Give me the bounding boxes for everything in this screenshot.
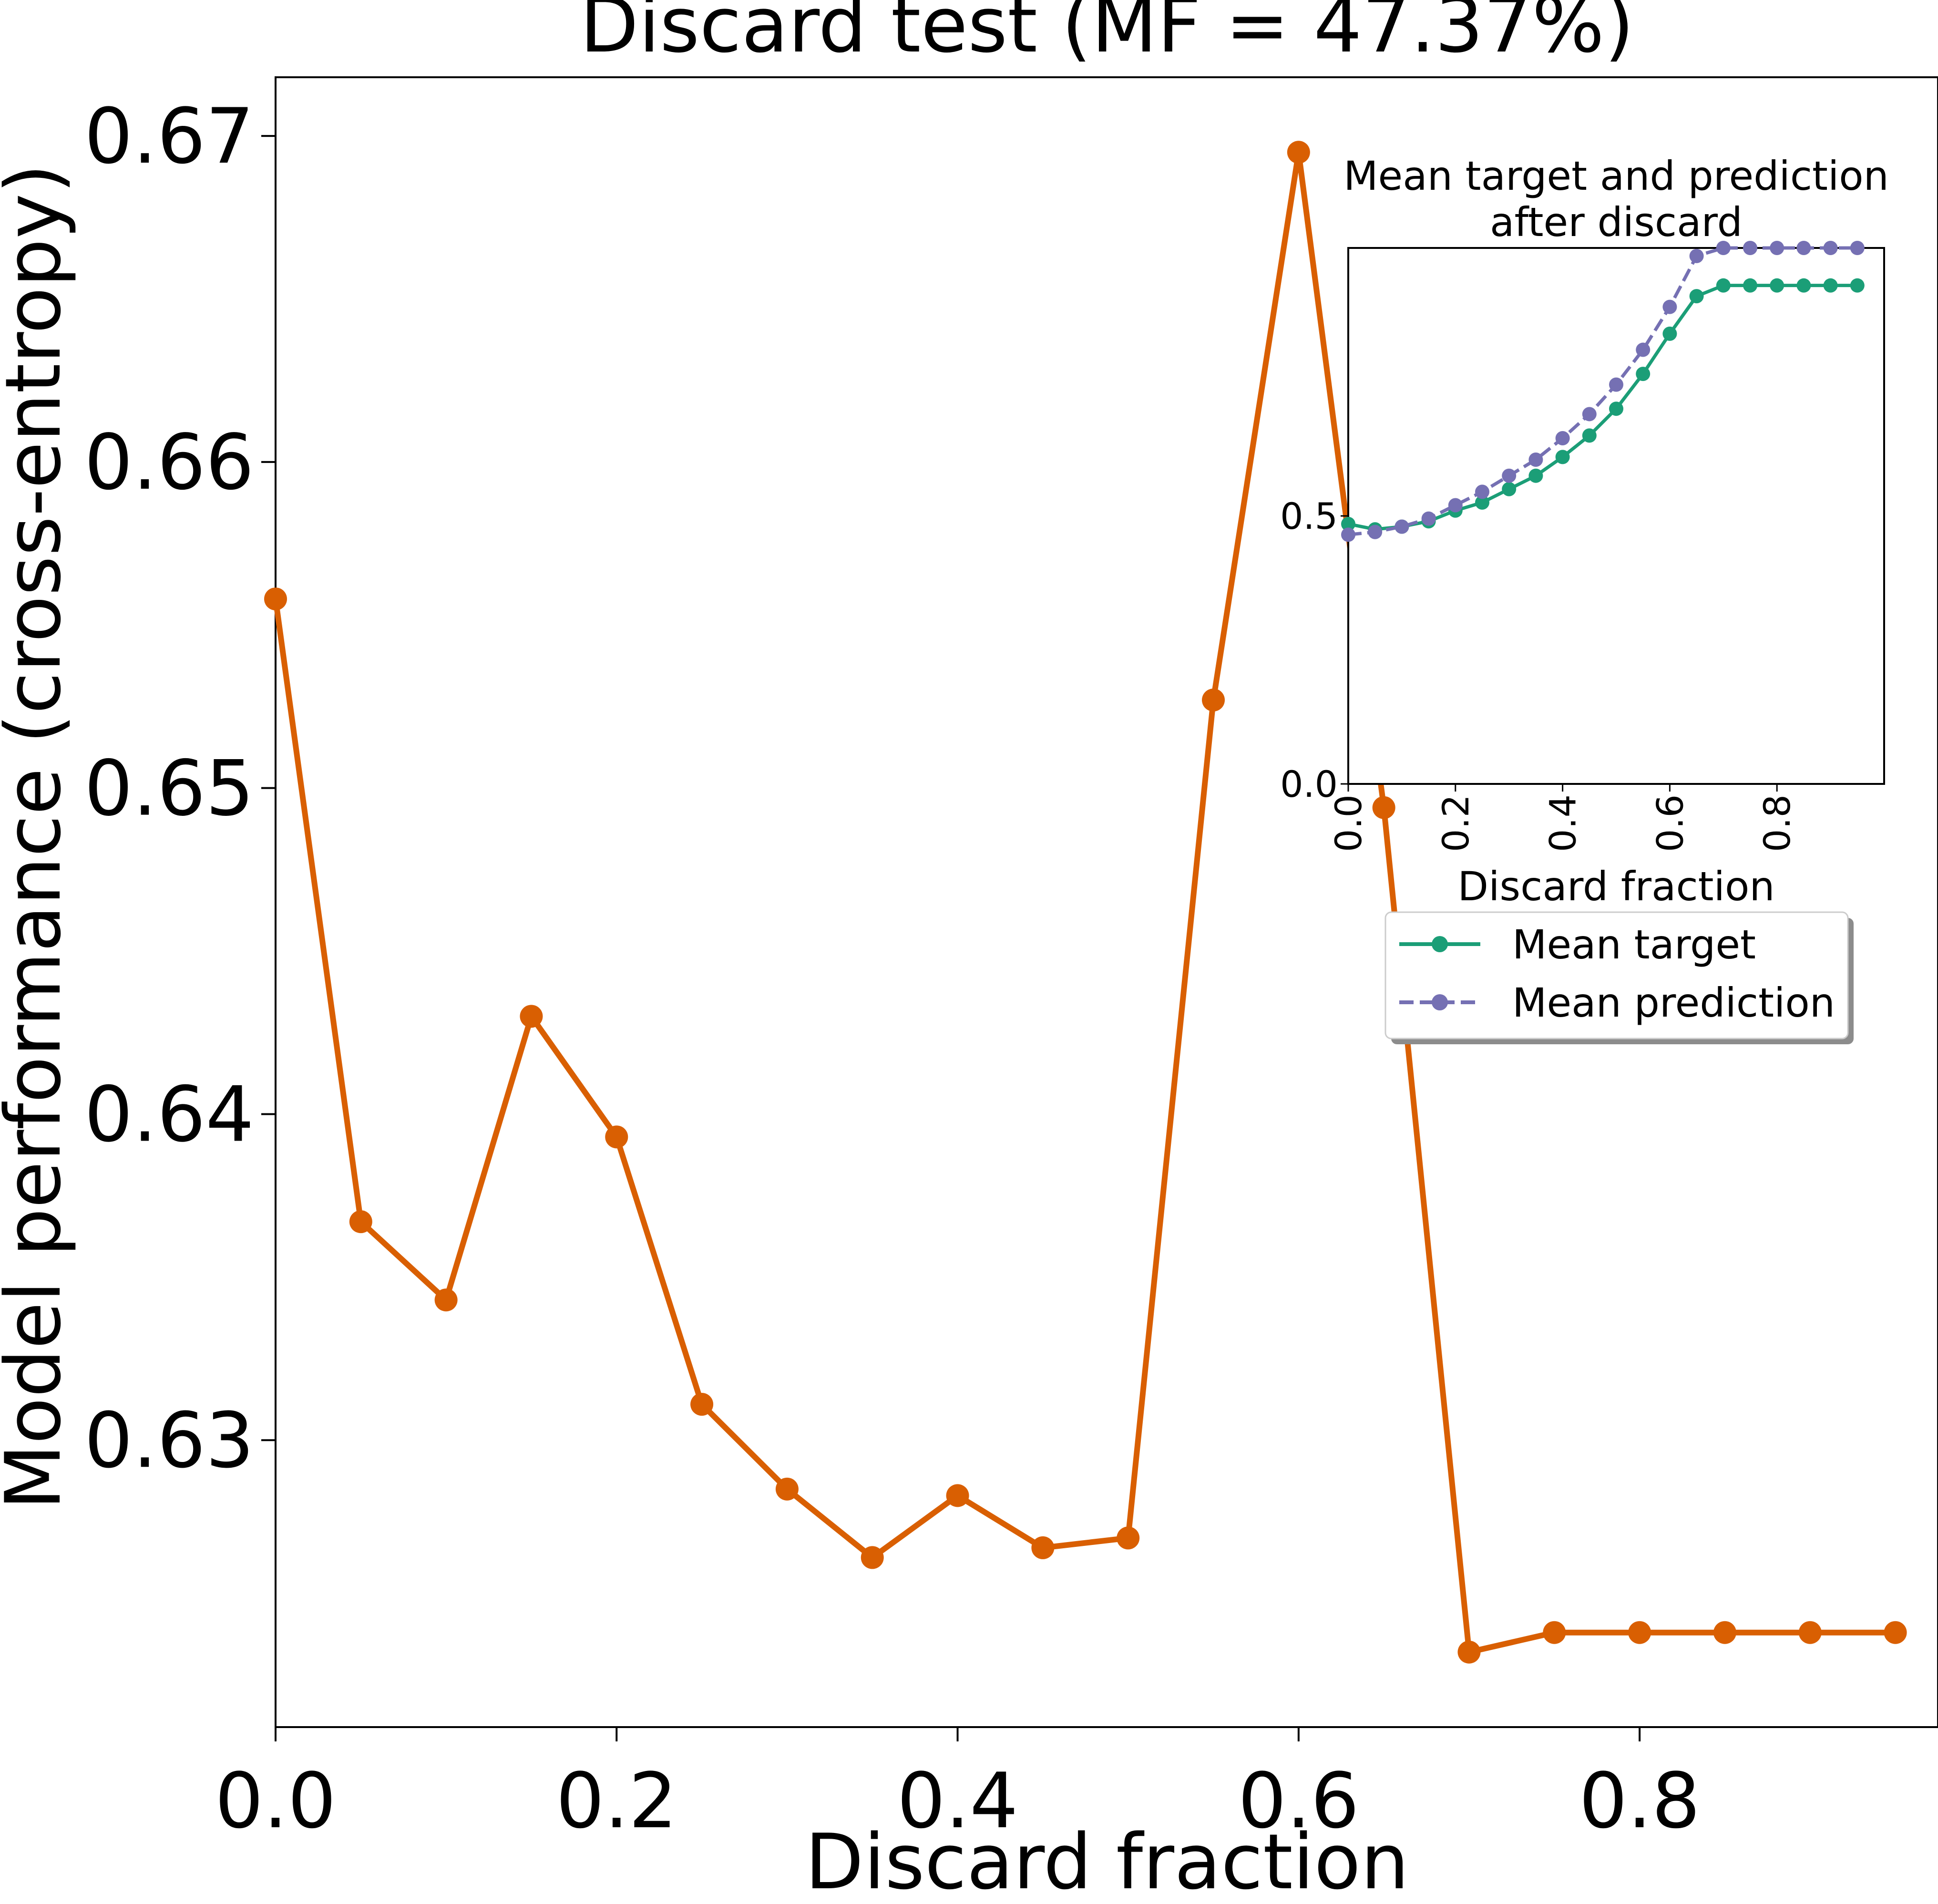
inset-data-point xyxy=(1421,511,1436,526)
main-y-tick-label: 0.63 xyxy=(84,1396,254,1485)
legend-marker-mean-target xyxy=(1432,936,1448,952)
main-data-point xyxy=(264,587,287,611)
inset-data-point xyxy=(1609,401,1623,416)
main-chart-title: Discard test (MF = 47.37%) xyxy=(580,0,1634,70)
inset-data-point xyxy=(1689,289,1704,304)
inset-data-point xyxy=(1555,450,1570,464)
inset-data-point xyxy=(1582,428,1597,443)
inset-data-point xyxy=(1555,431,1570,446)
inset-chart: Mean target and prediction after discard… xyxy=(1280,153,1889,1044)
inset-data-point xyxy=(1770,241,1784,255)
main-data-point xyxy=(1457,1640,1481,1664)
main-y-axis: 0.63 0.64 0.65 0.66 0.67 xyxy=(84,92,276,1485)
inset-x-tick-label: 0.8 xyxy=(1756,794,1798,852)
main-data-point xyxy=(1628,1621,1651,1644)
inset-y-tick-label: 0.5 xyxy=(1280,495,1338,537)
inset-data-point xyxy=(1823,278,1838,293)
legend-marker-mean-prediction xyxy=(1432,994,1448,1010)
main-data-point xyxy=(1202,689,1225,712)
inset-data-point xyxy=(1475,495,1489,510)
inset-data-point xyxy=(1662,326,1677,341)
inset-data-point xyxy=(1502,482,1517,496)
inset-data-point xyxy=(1850,241,1865,255)
inset-x-tick-label: 0.6 xyxy=(1649,794,1691,852)
inset-x-tick-label: 0.2 xyxy=(1435,794,1477,852)
inset-x-axis-label: Discard fraction xyxy=(1457,863,1774,910)
main-data-point xyxy=(861,1546,884,1569)
inset-x-axis: 0.0 0.2 0.4 0.6 0.8 xyxy=(1327,784,1798,852)
main-y-tick-label: 0.66 xyxy=(84,418,254,507)
inset-data-point xyxy=(1770,278,1784,293)
inset-data-point xyxy=(1743,241,1757,255)
legend-box xyxy=(1384,911,1849,1039)
main-data-point xyxy=(1798,1621,1822,1644)
main-x-tick-label: 0.8 xyxy=(1579,1756,1700,1845)
main-x-axis: 0.0 0.2 0.4 0.6 0.8 xyxy=(215,1727,1700,1845)
inset-data-point xyxy=(1341,527,1355,542)
main-data-point xyxy=(775,1477,799,1501)
inset-data-point xyxy=(1662,299,1677,314)
inset-data-point xyxy=(1689,248,1704,263)
main-x-tick-label: 0.6 xyxy=(1238,1756,1359,1845)
main-series-group xyxy=(264,141,1907,1664)
inset-data-point xyxy=(1636,367,1651,381)
main-x-tick-label: 0.4 xyxy=(897,1756,1018,1845)
inset-data-point xyxy=(1528,452,1543,467)
legend-label-mean-target: Mean target xyxy=(1512,921,1756,968)
inset-x-tick-label: 0.0 xyxy=(1327,794,1370,852)
main-data-point xyxy=(434,1288,458,1312)
main-x-tick-label: 0.2 xyxy=(556,1756,677,1845)
main-plot-frame xyxy=(275,76,1938,1728)
main-x-tick-label: 0.0 xyxy=(215,1756,336,1845)
main-x-axis-label: Discard fraction xyxy=(805,1817,1409,1904)
main-data-point xyxy=(690,1393,714,1416)
main-data-point xyxy=(605,1125,628,1149)
inset-data-point xyxy=(1528,468,1543,483)
inset-data-point xyxy=(1796,241,1811,255)
main-data-point xyxy=(1287,141,1310,164)
inset-data-point xyxy=(1636,342,1651,357)
inset-y-tick-label: 0.0 xyxy=(1280,763,1338,805)
inset-data-point xyxy=(1341,516,1355,531)
inset-data-point xyxy=(1448,498,1463,513)
main-y-axis-label: Model performance (cross-entropy) xyxy=(0,164,78,1510)
main-data-point xyxy=(1031,1536,1055,1559)
inset-data-point xyxy=(1743,278,1757,293)
inset-data-point xyxy=(1609,377,1623,392)
legend-label-mean-prediction: Mean prediction xyxy=(1512,979,1835,1026)
main-data-point xyxy=(349,1210,372,1234)
main-data-point xyxy=(1372,796,1395,819)
inset-data-point xyxy=(1475,484,1489,499)
inset-legend: Mean target Mean prediction xyxy=(1384,911,1854,1044)
main-data-point xyxy=(520,1005,543,1028)
main-data-point xyxy=(946,1484,969,1507)
inset-title-line-2: after discard xyxy=(1490,199,1743,246)
inset-data-point xyxy=(1796,278,1811,293)
inset-data-point xyxy=(1716,241,1731,255)
main-series-line xyxy=(273,149,1896,1655)
inset-x-tick-label: 0.4 xyxy=(1542,794,1584,852)
main-y-tick-label: 0.65 xyxy=(84,744,254,833)
main-data-point xyxy=(1543,1621,1566,1644)
inset-data-point xyxy=(1368,525,1383,539)
inset-title-line-1: Mean target and prediction xyxy=(1343,153,1889,199)
inset-data-point xyxy=(1823,241,1838,255)
main-plot-area: 0.63 0.64 0.65 0.66 0.67 0.0 0.2 0.4 0.6 0.8 xyxy=(84,76,1938,1845)
main-data-point xyxy=(1117,1526,1140,1550)
inset-data-point xyxy=(1395,519,1409,534)
inset-data-point xyxy=(1716,278,1731,293)
main-data-point xyxy=(1884,1621,1907,1644)
inset-y-axis: 0.0 0.5 xyxy=(1280,495,1348,805)
main-y-tick-label: 0.67 xyxy=(84,92,254,181)
main-data-point xyxy=(1713,1621,1736,1644)
inset-data-point xyxy=(1850,278,1865,293)
inset-series-group xyxy=(1341,241,1865,542)
main-y-tick-label: 0.64 xyxy=(84,1070,254,1159)
inset-data-point xyxy=(1502,468,1517,483)
inset-data-point xyxy=(1582,407,1597,422)
